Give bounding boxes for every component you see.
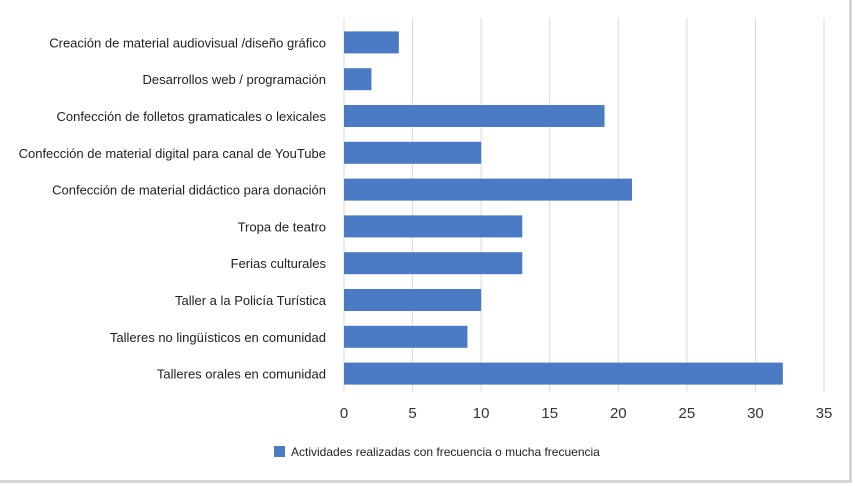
- category-label: Taller a la Policía Turística: [175, 293, 327, 308]
- category-label: Desarrollos web / programación: [142, 72, 326, 87]
- legend: Actividades realizadas con frecuencia o …: [274, 445, 600, 459]
- bar: [344, 68, 372, 91]
- x-tick-label: 30: [747, 405, 764, 422]
- x-tick-label: 0: [340, 405, 348, 422]
- x-tick-label: 15: [541, 405, 558, 422]
- x-tick-label: 5: [408, 405, 416, 422]
- bar: [344, 31, 399, 54]
- bar: [344, 252, 523, 275]
- bar: [344, 141, 482, 164]
- category-label: Confección de material digital para cana…: [19, 146, 326, 161]
- category-label: Talleres no lingüísticos en comunidad: [110, 330, 326, 345]
- category-label: Ferias culturales: [231, 256, 327, 271]
- category-label: Creación de material audiovisual /diseño…: [49, 35, 326, 50]
- category-label: Confección de material didáctico para do…: [52, 183, 326, 198]
- category-label: Tropa de teatro: [238, 219, 326, 234]
- category-label: Confección de folletos gramaticales o le…: [56, 109, 326, 124]
- x-tick-label: 20: [610, 405, 627, 422]
- bar: [344, 178, 632, 201]
- grid-lines: [343, 18, 825, 392]
- x-tick-label: 10: [473, 405, 490, 422]
- bar: [344, 289, 482, 311]
- x-axis-tick-labels: 0 5 10 15 20 25 30 35: [340, 405, 833, 422]
- legend-label: Actividades realizadas con frecuencia o …: [291, 445, 600, 459]
- category-labels: Creación de material audiovisual /diseño…: [19, 35, 327, 381]
- bar: [344, 325, 468, 348]
- category-label: Talleres orales en comunidad: [157, 367, 326, 382]
- bar: [344, 105, 605, 127]
- bars: [344, 31, 783, 385]
- x-tick-label: 35: [816, 405, 833, 422]
- legend-swatch: [274, 446, 285, 457]
- bar: [344, 215, 523, 238]
- x-tick-label: 25: [679, 405, 696, 422]
- bar: [344, 362, 783, 385]
